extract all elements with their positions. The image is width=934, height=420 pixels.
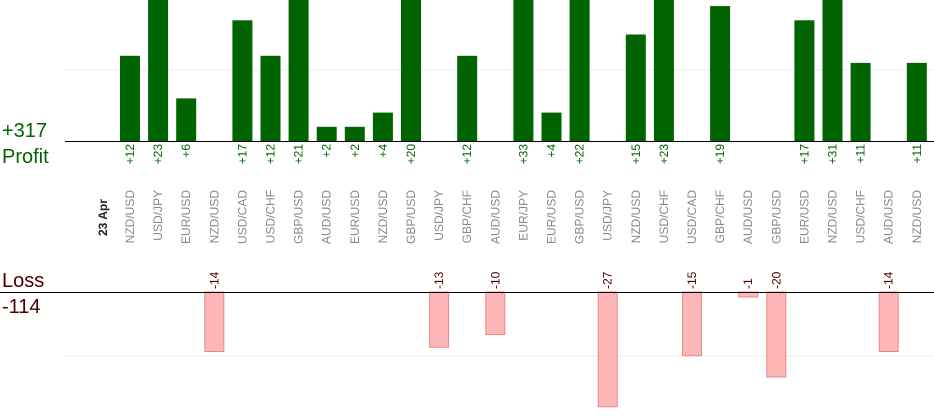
pair-label: EUR/USD [348,190,362,244]
pair-label: NZD/USD [376,190,390,244]
pair-label: GBP/USD [573,190,587,244]
pair-label: AUD/USD [882,190,896,244]
bar-value-label: -10 [488,271,502,289]
pair-label: NZD/USD [910,190,924,244]
pair-label: USD/JPY [432,190,446,241]
pair-label: USD/CHF [854,190,868,243]
pair-label: AUD/USD [488,190,502,244]
profit-label: Profit [2,146,49,168]
profit-bar [260,55,281,141]
bar-value-label: -14 [207,271,221,289]
pair-label: USD/CAD [685,190,699,244]
loss-bar [682,291,702,357]
loss-bar [485,291,506,335]
pair-label: USD/JPY [601,190,615,241]
bar-value-label: +23 [657,144,671,165]
loss-bar [429,291,450,348]
bar-value-label: +4 [376,144,390,158]
bar-value-label: -14 [882,271,896,289]
loss-total: -114 [2,296,41,318]
profit-bar [906,62,927,141]
bar-value-label: +22 [573,144,587,165]
baselines [0,141,934,293]
profit-bar [120,55,140,141]
bar-value-label: -27 [601,271,615,289]
profit-bar [148,0,169,142]
bar-value-label: +19 [713,144,727,165]
pair-label: NZD/USD [826,190,840,244]
grid [65,69,934,357]
bar-value-label: +23 [151,144,165,165]
pair-label: NZD/USD [123,190,137,244]
bar-value-label: +21 [292,144,306,165]
pair-label: GBP/USD [404,190,418,244]
loss-bar [204,291,225,352]
profit-total: +317 [2,120,48,142]
profit-bar [794,20,815,141]
profit-bar [653,0,674,142]
bar-value-label: +2 [320,144,334,158]
bar-value-label: -20 [769,271,783,289]
pair-label: GBP/CHF [460,190,474,243]
bar-value-label: +17 [235,144,249,165]
bar-value-label: +12 [264,144,278,165]
bar-value-label: +33 [516,144,530,165]
profit-bar [822,0,843,142]
profit-bar [401,0,421,141]
profit-bar [372,112,393,141]
pair-label: EUR/USD [179,190,193,244]
loss-bar [597,291,618,408]
date-label: 23 Apr [96,199,110,236]
bar-value-label: +17 [797,144,811,165]
pair-label: USD/CHF [657,190,671,243]
pair-label: NZD/USD [629,190,643,244]
bar-value-label: -1 [741,278,755,289]
profit-bar [541,112,562,141]
profit-bar [710,6,731,141]
pair-label: AUD/USD [741,190,755,244]
labels: 23 Apr +12 NZD/USD +23 USD/JPY +6 EUR/USD -14 NZ… [96,144,924,289]
loss-bar [878,291,899,352]
pair-label: GBP/USD [769,190,783,244]
profit-bar [344,126,365,141]
bar-value-label: -13 [432,271,446,289]
profit-bar [513,0,534,141]
profit-bar [288,0,309,142]
pair-label: GBP/CHF [713,190,727,243]
profit-bar [316,126,337,141]
profit-bar [457,55,478,141]
bar-value-label: +31 [826,144,840,165]
loss-label: Loss [2,270,45,292]
loss-bar [766,291,787,378]
bar-value-label: +2 [348,144,362,158]
pair-label: EUR/JPY [516,190,530,241]
bars [120,0,927,408]
pair-label: EUR/USD [545,190,559,244]
bar-value-label: +15 [629,144,643,165]
bar-value-label: +11 [910,144,924,164]
bar-value-label: +6 [179,144,193,158]
bar-value-label: +20 [404,144,418,165]
profit-bar [569,0,590,141]
pair-label: GBP/USD [292,190,306,244]
pair-label: USD/JPY [151,190,165,241]
profit-bar [850,62,871,141]
pair-label: AUD/USD [320,190,334,244]
bar-value-label: +12 [123,144,137,165]
profit-bar [232,20,253,141]
profit-bar [176,98,197,141]
profit-bar [625,34,646,141]
bar-value-label: +11 [854,144,868,164]
bar-value-label: -15 [685,271,699,289]
pair-label: USD/CHF [264,190,278,243]
bar-value-label: +12 [460,144,474,165]
pair-label: NZD/USD [207,190,221,244]
bar-value-label: +4 [545,144,559,158]
pair-label: EUR/USD [797,190,811,244]
pair-label: USD/CAD [235,190,249,244]
